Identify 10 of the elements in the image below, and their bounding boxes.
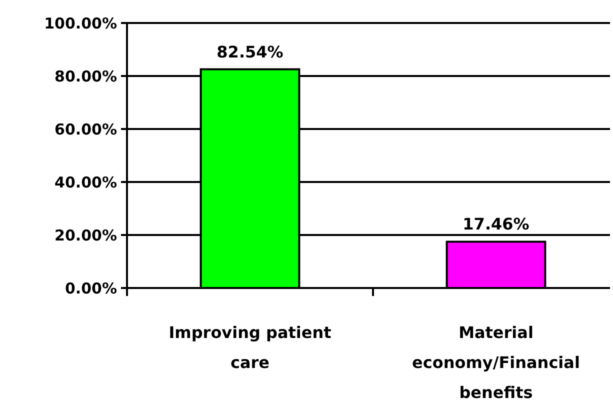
y-tick-label: 100.00% bbox=[44, 14, 117, 32]
data-label: 17.46% bbox=[462, 214, 530, 234]
y-tick-label: 40.00% bbox=[54, 173, 117, 192]
x-tick-label: Material economy/Financial benefits bbox=[412, 323, 580, 402]
x-tick-label: Improving patient care bbox=[168, 323, 332, 372]
y-tick-label: 20.00% bbox=[54, 226, 117, 244]
data-label: 82.54% bbox=[216, 42, 284, 62]
y-tick-label: 0.00% bbox=[64, 279, 117, 298]
y-tick-label: 80.00% bbox=[54, 67, 117, 86]
y-tick-label: 60.00% bbox=[54, 120, 117, 138]
